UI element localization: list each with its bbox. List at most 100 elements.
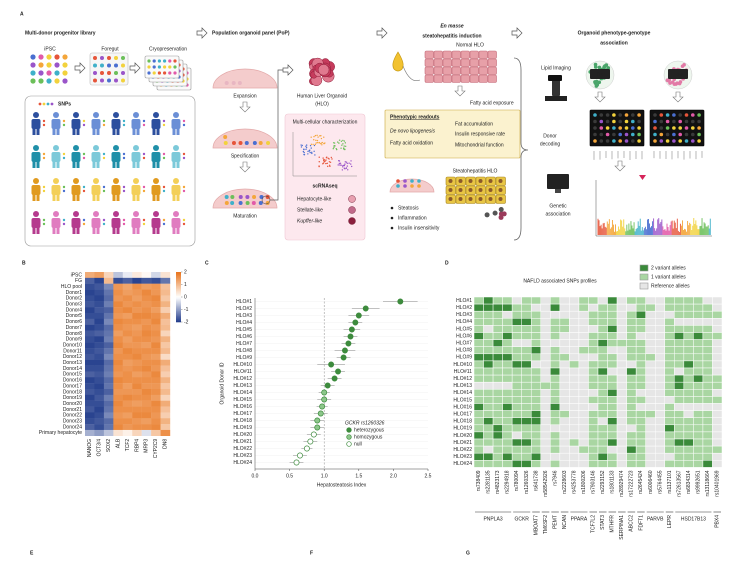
person-head <box>153 211 159 217</box>
genotype-cell <box>664 438 675 447</box>
genotype-cell <box>550 431 561 440</box>
genotype-cell <box>664 381 675 390</box>
cell-dot <box>224 195 229 199</box>
genotype-cell <box>492 424 503 433</box>
data-point <box>331 375 338 382</box>
lipid-droplet <box>458 188 463 192</box>
heatmap-cell <box>132 277 142 284</box>
genotype-cell <box>674 339 685 347</box>
genotype-cell <box>569 325 580 333</box>
heatmap-cell <box>141 412 152 419</box>
genotype-cell <box>521 403 532 411</box>
genotype-cell <box>502 431 513 440</box>
genotype-cell <box>492 396 503 404</box>
hlo-label: Human Liver Organoid <box>297 93 348 99</box>
genotype-cell <box>654 460 666 468</box>
level-label: High <box>594 72 605 78</box>
genotype-cell <box>712 346 723 355</box>
lipid-dot <box>594 84 599 88</box>
colorbar-segment <box>176 279 181 282</box>
heatmap-cell <box>141 418 152 425</box>
genotype-cell <box>607 310 618 319</box>
well <box>697 126 701 130</box>
genotype-cell <box>540 303 551 312</box>
umap-point <box>302 150 305 153</box>
snp-dot <box>142 119 146 123</box>
heatmap-cell <box>122 272 133 279</box>
heatmap-cell <box>94 348 105 355</box>
umap-point <box>338 142 340 144</box>
genotype-cell <box>654 353 666 362</box>
genotype-cell <box>483 460 494 468</box>
genotype-cell <box>550 310 561 319</box>
genotype-cell <box>626 417 637 426</box>
umap-point <box>336 141 339 143</box>
data-point <box>293 459 300 466</box>
heatmap-cell <box>122 406 133 413</box>
genotype-cell <box>483 452 494 461</box>
heatmap-cell <box>103 429 114 436</box>
umap-point <box>316 141 319 144</box>
heatmap-cell <box>103 301 114 308</box>
genotype-cell <box>693 417 704 426</box>
genotype-cell <box>569 452 580 461</box>
umap-point <box>342 139 344 142</box>
heatmap-cell <box>132 301 142 308</box>
heatmap-cell <box>94 318 105 325</box>
section-title: steatohepatitis induction <box>422 33 481 39</box>
genotype-cell <box>683 353 694 362</box>
row-label: HLO#24 <box>453 461 472 467</box>
person-leg <box>56 227 60 234</box>
row-label: Donor15 <box>63 372 82 378</box>
heatmap-cell <box>141 359 152 366</box>
genotype-cell <box>511 310 522 319</box>
genotype-cell <box>702 445 713 454</box>
colorbar-segment <box>176 303 181 305</box>
heatmap-cell <box>122 277 133 284</box>
well <box>618 126 622 130</box>
heatmap-cell <box>85 424 95 431</box>
genotype-cell <box>521 396 532 404</box>
well <box>605 132 610 137</box>
umap-point <box>345 167 348 169</box>
y-tick-label: HLO#13 <box>233 383 252 389</box>
heatmap-cell <box>141 400 152 407</box>
genotype-cell <box>645 445 656 454</box>
umap-point <box>338 160 340 162</box>
legend-label: 1 variant alleles <box>651 274 686 280</box>
heatmap-cell <box>103 336 114 343</box>
genotype-cell <box>654 360 666 369</box>
heatmap-cell <box>132 312 142 319</box>
row-label: Donor20 <box>63 401 82 407</box>
genotype-cell <box>626 360 637 369</box>
cell-dot <box>245 195 250 199</box>
genotype-cell <box>521 445 532 454</box>
well <box>618 139 622 143</box>
well <box>697 113 701 117</box>
colorbar-segment <box>176 319 181 322</box>
data-point <box>335 368 341 375</box>
genotype-cell <box>664 445 675 454</box>
snp-dot <box>182 218 186 222</box>
person-leg <box>156 128 160 135</box>
genotype-cell <box>597 346 608 355</box>
lipid-dot <box>672 82 677 86</box>
well <box>659 139 664 143</box>
y-tick-label: HLO#16 <box>233 404 252 410</box>
person-leg <box>52 194 56 201</box>
well <box>631 139 635 143</box>
cell-dot <box>163 59 167 63</box>
genotype-cell <box>597 445 608 454</box>
person-leg <box>52 161 56 168</box>
heatmap-cell <box>94 371 105 378</box>
heatmap-cell <box>94 277 105 284</box>
genotype-cell <box>483 431 494 440</box>
genotype-cell <box>530 403 542 411</box>
genotype-cell <box>540 381 551 390</box>
lipid-droplet <box>478 188 483 192</box>
heatmap-cell <box>113 318 123 325</box>
data-point <box>314 417 321 424</box>
genotype-cell <box>693 325 704 333</box>
umap-point <box>314 134 317 137</box>
genotype-cell <box>492 452 503 461</box>
